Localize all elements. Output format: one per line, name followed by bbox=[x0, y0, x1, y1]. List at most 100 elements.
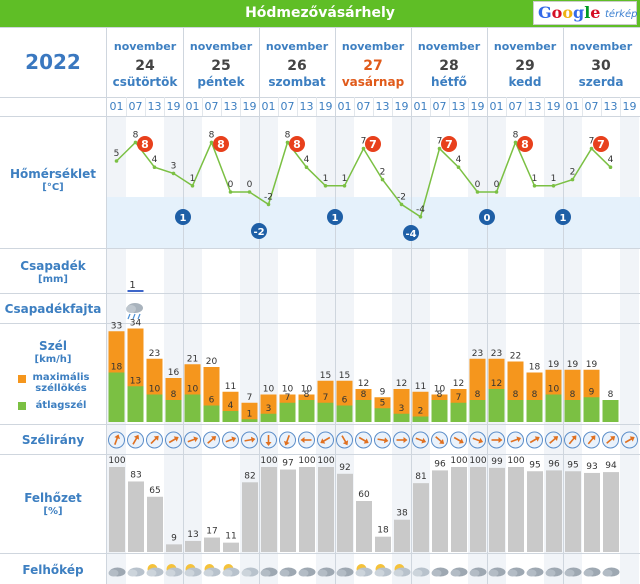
max-temp-badge bbox=[365, 136, 381, 152]
wind-avg-value: 8 bbox=[171, 390, 177, 400]
day-name: csütörtök bbox=[112, 75, 178, 89]
hour-label: 13 bbox=[299, 100, 314, 113]
wind-avg-bar bbox=[564, 400, 581, 422]
day-date: 25 bbox=[211, 58, 231, 74]
cloud-value: 81 bbox=[415, 472, 426, 482]
wind-avg-bar bbox=[279, 402, 296, 422]
max-temp-value: 8 bbox=[521, 138, 529, 151]
wind-avg-bar bbox=[393, 413, 410, 422]
day-header-25: november 25 péntek bbox=[183, 28, 259, 97]
wind-gust-value: 19 bbox=[548, 360, 560, 370]
cloud-bar bbox=[128, 481, 144, 552]
min-temp-badge bbox=[555, 209, 571, 225]
hour-label: 19 bbox=[242, 100, 257, 113]
max-temp-value: 8 bbox=[217, 138, 225, 151]
wind-direction-icon bbox=[374, 431, 391, 449]
temperature-point bbox=[551, 184, 556, 188]
google-maps-logo[interactable]: Google térkép bbox=[533, 1, 637, 25]
cloud-value: 95 bbox=[567, 460, 578, 470]
day-name: hétfő bbox=[431, 75, 467, 89]
temperature-value: 7 bbox=[437, 137, 443, 147]
wind-gust-value: 12 bbox=[358, 379, 369, 389]
night-shade bbox=[335, 249, 354, 293]
cloud-value: 65 bbox=[149, 486, 160, 496]
min-temp-badge bbox=[479, 209, 495, 225]
cloud-value: 100 bbox=[298, 456, 315, 466]
day-name: szerda bbox=[578, 75, 624, 89]
wind-avg-bar bbox=[298, 400, 315, 422]
night-shade bbox=[164, 455, 183, 553]
cloud-bar bbox=[280, 469, 296, 552]
hour-label: 01 bbox=[565, 100, 580, 113]
temperature-value: -2 bbox=[264, 192, 273, 202]
day-date: 27 bbox=[363, 58, 383, 74]
night-shade bbox=[183, 455, 202, 553]
hour-label: 07 bbox=[584, 100, 599, 113]
temperature-point bbox=[418, 215, 423, 219]
cloud-bar bbox=[242, 482, 258, 552]
cloud-bar bbox=[109, 467, 125, 552]
temperature-point bbox=[494, 190, 499, 194]
night-shade bbox=[487, 294, 506, 323]
cloud-value: 100 bbox=[507, 456, 524, 466]
wind-avg-bar bbox=[431, 400, 448, 422]
wind-gust-value: 10 bbox=[282, 385, 294, 395]
cloud-bar bbox=[546, 470, 562, 552]
hour-label: 01 bbox=[109, 100, 124, 113]
frost-zone bbox=[107, 197, 640, 248]
night-shade bbox=[620, 249, 639, 293]
hour-label: 07 bbox=[280, 100, 295, 113]
wind-gust-value: 12 bbox=[396, 379, 407, 389]
page-title: Hódmezővásárhely bbox=[245, 5, 395, 21]
sky-icon bbox=[374, 564, 392, 577]
wind-avg-bar bbox=[583, 397, 600, 422]
wind-direction-icon bbox=[184, 431, 201, 449]
cloud-value: 100 bbox=[260, 456, 277, 466]
sky-icon bbox=[602, 567, 620, 577]
min-temp-value: 1 bbox=[180, 213, 187, 224]
sky-icon bbox=[108, 567, 126, 577]
temperature-value: 7 bbox=[589, 137, 595, 147]
google-logo-sub: térkép bbox=[605, 9, 638, 20]
wind-gust-value: 9 bbox=[380, 387, 386, 397]
wind-gust-value: 33 bbox=[111, 321, 122, 331]
wind-direction-icon bbox=[203, 431, 220, 449]
wind-direction-icon bbox=[583, 431, 600, 449]
wind-avg-bar bbox=[165, 400, 182, 422]
temperature-point bbox=[247, 190, 252, 194]
wind-direction-icon bbox=[507, 431, 524, 449]
max-temp-badge bbox=[593, 136, 609, 152]
temperature-value: 8 bbox=[513, 130, 519, 140]
temperature-value: 8 bbox=[133, 130, 139, 140]
temperature-point bbox=[266, 202, 271, 207]
hour-label: 01 bbox=[413, 100, 428, 113]
cloud-bar bbox=[432, 470, 448, 552]
temperature-value: 4 bbox=[152, 155, 158, 165]
hour-label: 13 bbox=[451, 100, 466, 113]
temperature-value: 1 bbox=[532, 174, 538, 184]
wind-avg-bar bbox=[545, 394, 562, 422]
wind-avg-value: 3 bbox=[266, 404, 272, 414]
day-date: 24 bbox=[135, 58, 155, 74]
wind-avg-value: 8 bbox=[361, 390, 367, 400]
temperature-point bbox=[589, 146, 594, 151]
cloud-value: 38 bbox=[396, 509, 408, 519]
wind-avg-bar bbox=[602, 400, 619, 422]
wind-avg-value: 6 bbox=[209, 396, 215, 406]
temperature-value: 2 bbox=[570, 168, 576, 178]
night-shade bbox=[620, 554, 639, 584]
wind-gust-value: 12 bbox=[453, 379, 464, 389]
wind-avg-bar bbox=[488, 389, 505, 422]
wind-avg-bar bbox=[241, 419, 258, 422]
wind-gust-value: 19 bbox=[567, 360, 579, 370]
temperature-point bbox=[342, 184, 347, 188]
cloud-bar bbox=[337, 473, 353, 552]
night-shade bbox=[544, 294, 563, 323]
sky-icon bbox=[203, 564, 221, 577]
max-temp-value: 8 bbox=[293, 138, 301, 151]
temperature-value: 3 bbox=[171, 161, 177, 171]
hour-label: 19 bbox=[166, 100, 181, 113]
hour-label: 19 bbox=[622, 100, 637, 113]
sky-icon bbox=[127, 567, 145, 577]
wind-gust-value: 23 bbox=[472, 349, 483, 359]
